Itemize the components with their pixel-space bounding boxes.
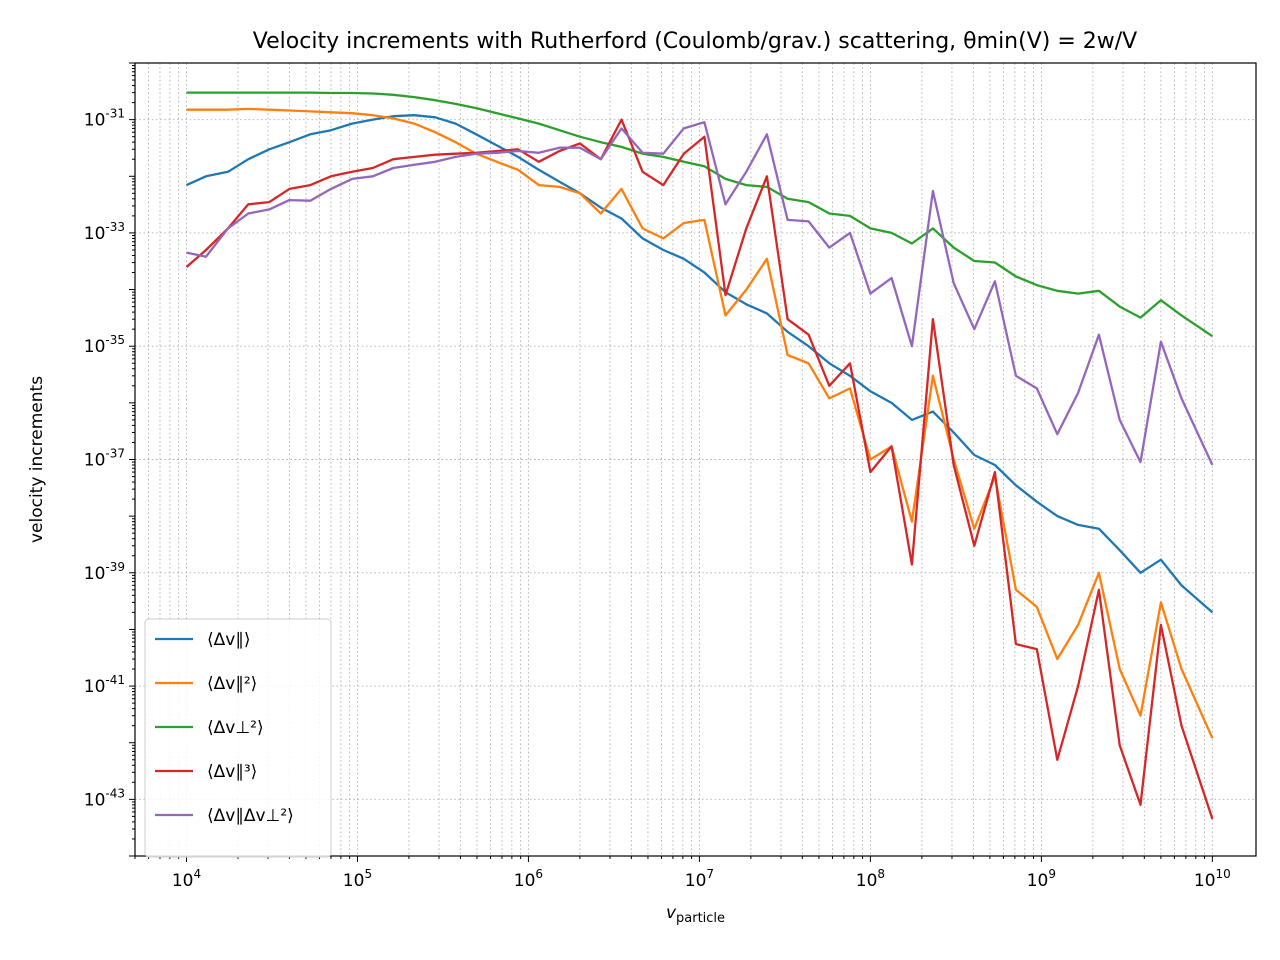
plot-lines bbox=[185, 91, 1214, 820]
legend-label-3: ⟨Δv⊥²⟩ bbox=[207, 718, 264, 738]
series-line-5 bbox=[186, 121, 1214, 466]
x-tick-label: 104 bbox=[172, 867, 201, 891]
y-tick-label: 10-39 bbox=[84, 560, 125, 584]
y-tick-label: 10-41 bbox=[84, 673, 125, 697]
x-tick-label: 105 bbox=[343, 867, 372, 891]
axis-ticks: 104 105 106 107 108 109 1010 10-43 10-41 10-39 10-… bbox=[84, 62, 1231, 891]
x-tick-label: 108 bbox=[856, 867, 885, 891]
y-tick-label: 10-37 bbox=[84, 447, 125, 471]
legend-label-5: ⟨Δv∥Δv⊥²⟩ bbox=[207, 806, 294, 826]
series-line-2 bbox=[186, 107, 1214, 739]
chart-title: Velocity increments with Rutherford (Cou… bbox=[253, 29, 1137, 54]
x-tick-label: 106 bbox=[514, 867, 543, 891]
legend-label-4: ⟨Δv∥³⟩ bbox=[207, 762, 257, 782]
y-axis-label: velocity increments bbox=[27, 376, 47, 543]
y-tick-label: 10-31 bbox=[84, 107, 125, 131]
x-axis-label: vparticle bbox=[666, 903, 725, 926]
series-line-1 bbox=[186, 114, 1214, 614]
x-tick-label: 109 bbox=[1027, 867, 1056, 891]
legend: ⟨Δv∥⟩ ⟨Δv∥²⟩ ⟨Δv⊥²⟩ ⟨Δv∥³⟩ ⟨Δv∥Δv⊥²⟩ bbox=[144, 618, 332, 858]
series-line-4 bbox=[185, 118, 1214, 820]
y-tick-label: 10-43 bbox=[84, 786, 125, 810]
legend-box bbox=[144, 618, 332, 858]
y-tick-label: 10-35 bbox=[84, 333, 125, 357]
series-line-3 bbox=[186, 91, 1214, 338]
x-tick-label: 107 bbox=[685, 867, 714, 891]
legend-label-1: ⟨Δv∥⟩ bbox=[207, 630, 250, 650]
legend-label-2: ⟨Δv∥²⟩ bbox=[207, 674, 257, 694]
y-tick-label: 10-33 bbox=[84, 220, 125, 244]
x-tick-label: 1010 bbox=[1194, 867, 1231, 891]
